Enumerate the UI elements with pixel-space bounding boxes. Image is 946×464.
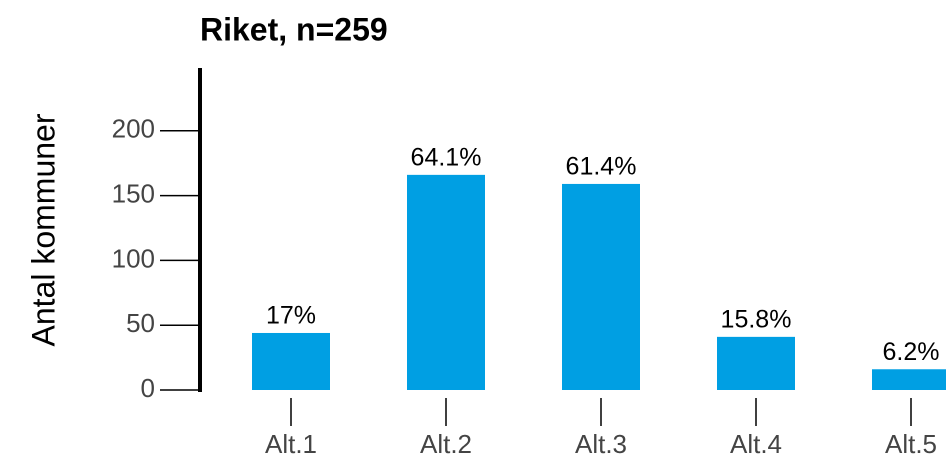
bar — [407, 174, 485, 390]
bar — [717, 336, 795, 390]
bar — [872, 369, 946, 390]
x-tick-label: Alt.4 — [730, 429, 782, 459]
x-tick-label: Alt.2 — [420, 429, 472, 459]
value-label: 15.8% — [721, 305, 792, 333]
y-tick-label: 0 — [141, 373, 155, 403]
x-tick-label: Alt.5 — [885, 429, 937, 459]
value-label: 61.4% — [566, 153, 637, 181]
value-label: 64.1% — [411, 143, 482, 171]
bar — [562, 183, 640, 390]
value-label: 17% — [266, 302, 316, 330]
value-label: 6.2% — [883, 338, 940, 366]
chart-title: Riket, n=259 — [200, 11, 388, 47]
x-tick-label: Alt.1 — [265, 429, 317, 459]
y-tick-label: 150 — [112, 178, 155, 208]
y-tick-label: 100 — [112, 243, 155, 273]
y-tick-label: 200 — [112, 114, 155, 144]
y-axis-label: Antal kommuner — [25, 113, 61, 346]
y-tick-label: 50 — [126, 308, 155, 338]
bar — [252, 332, 330, 390]
x-tick-label: Alt.3 — [575, 429, 627, 459]
